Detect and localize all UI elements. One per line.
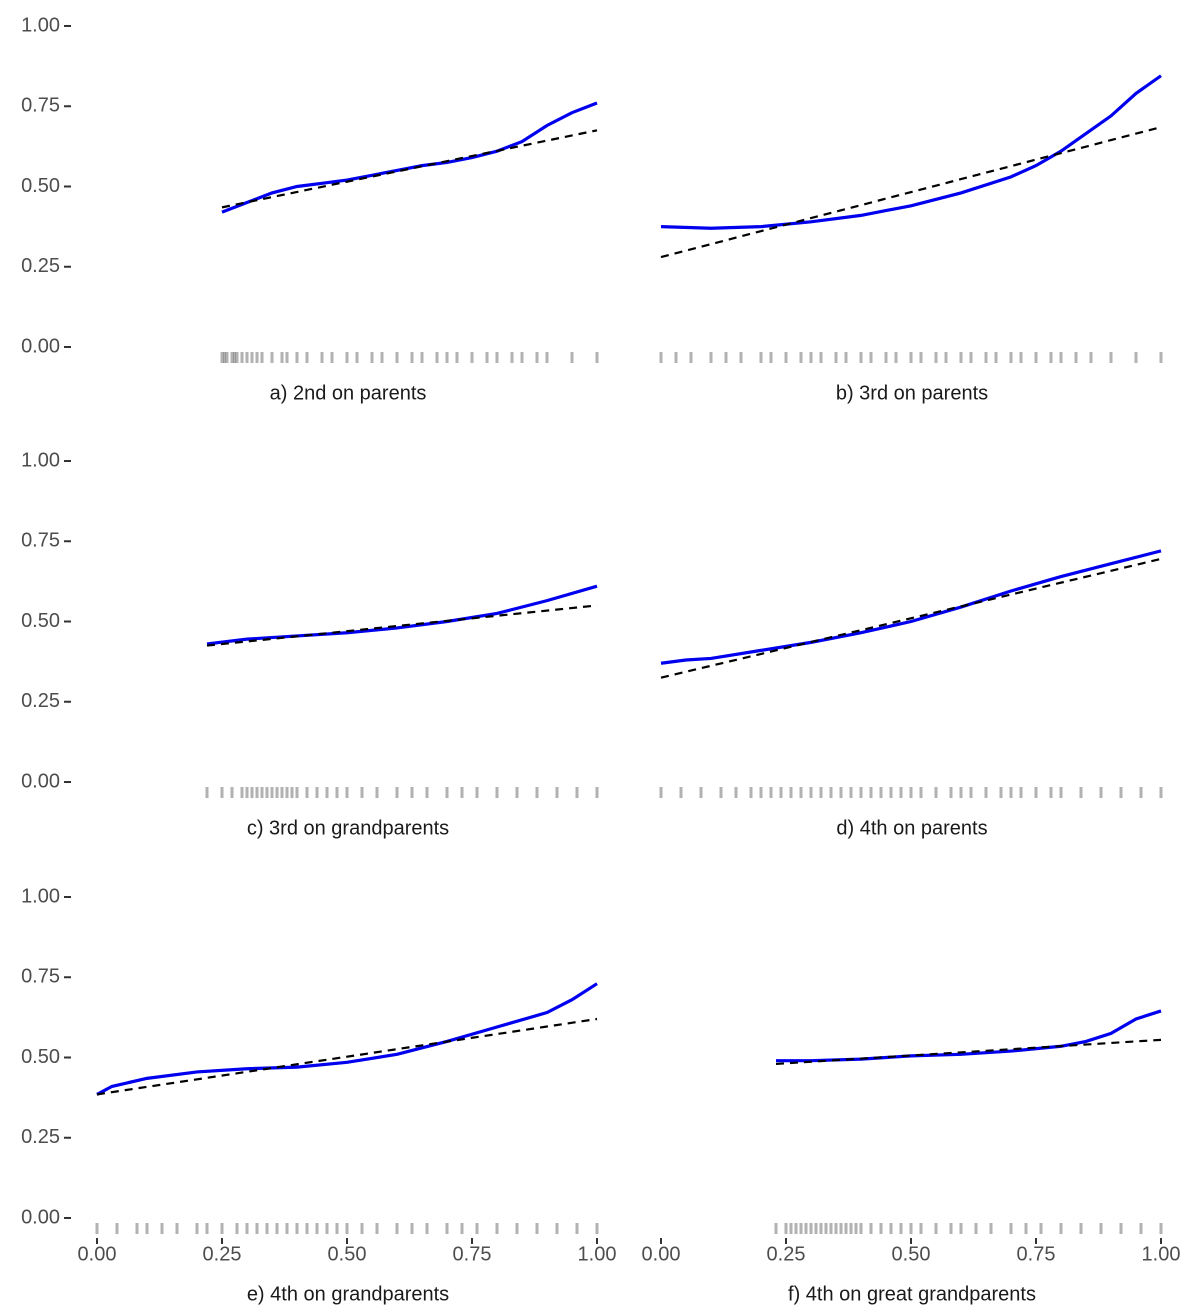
- x-tick-label: 0.00: [78, 1243, 117, 1265]
- y-tick-label: 0.75: [21, 95, 60, 117]
- y-tick-label: 0.00: [21, 1206, 60, 1228]
- smooth-line: [96, 982, 598, 1096]
- panel-label: a) 2nd on parents: [270, 382, 427, 404]
- panel-label: f) 4th on great grandparents: [788, 1283, 1036, 1305]
- x-tick-label: 0.00: [642, 1243, 681, 1265]
- y-tick-label: 0.00: [21, 335, 60, 357]
- linear-fit: [660, 557, 1162, 679]
- x-tick-label: 1.00: [1142, 1243, 1181, 1265]
- y-tick-label: 0.50: [21, 1046, 60, 1068]
- x-tick-label: 0.25: [203, 1243, 242, 1265]
- smooth-line: [206, 584, 598, 646]
- y-tick-label: 0.50: [21, 610, 60, 632]
- x-tick-label: 0.75: [453, 1243, 492, 1265]
- y-tick-label: 0.75: [21, 966, 60, 988]
- smooth-line: [776, 1009, 1162, 1063]
- y-tick-label: 1.00: [21, 449, 60, 471]
- x-tick-label: 0.50: [892, 1243, 931, 1265]
- y-tick-label: 0.50: [21, 175, 60, 197]
- linear-fit: [660, 126, 1162, 259]
- panel-label: b) 3rd on parents: [836, 382, 988, 404]
- smooth-line: [660, 549, 1162, 665]
- x-tick-label: 0.25: [767, 1243, 806, 1265]
- x-tick-label: 1.00: [578, 1243, 617, 1265]
- y-tick-label: 0.75: [21, 530, 60, 552]
- y-tick-label: 0.25: [21, 1126, 60, 1148]
- x-tick-label: 0.50: [328, 1243, 367, 1265]
- linear-fit: [96, 1017, 598, 1096]
- smooth-line: [660, 74, 1162, 230]
- panel-label: e) 4th on grandparents: [247, 1283, 449, 1305]
- panel-label: c) 3rd on grandparents: [247, 817, 449, 839]
- x-tick-label: 0.75: [1017, 1243, 1056, 1265]
- y-tick-label: 1.00: [21, 14, 60, 36]
- y-tick-label: 0.00: [21, 770, 60, 792]
- y-tick-label: 1.00: [21, 885, 60, 907]
- linear-fit: [775, 1038, 1162, 1066]
- y-tick-label: 0.25: [21, 255, 60, 277]
- linear-fit: [206, 604, 598, 647]
- smooth-line: [221, 101, 598, 214]
- y-tick-label: 0.25: [21, 690, 60, 712]
- linear-fit: [221, 129, 598, 209]
- panel-label: d) 4th on parents: [836, 817, 987, 839]
